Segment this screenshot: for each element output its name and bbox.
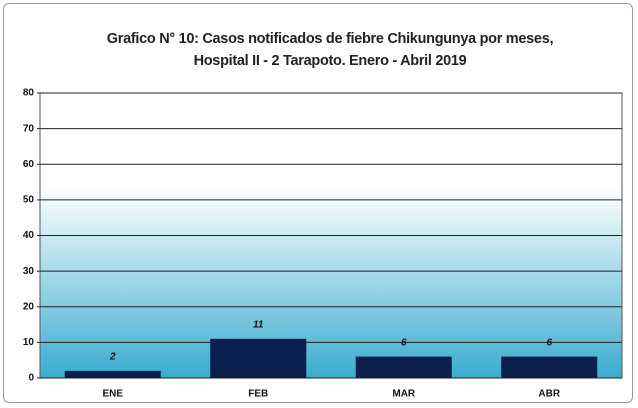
bar (355, 356, 452, 378)
bar (210, 338, 307, 378)
data-label: 6 (546, 337, 552, 348)
y-tick-label: 10 (23, 337, 35, 348)
data-label: 11 (253, 319, 264, 330)
data-label: 2 (109, 352, 116, 363)
chart-title: Grafico N° 10: Casos notificados de fieb… (106, 31, 554, 69)
y-tick-label: 70 (23, 123, 35, 134)
bar (64, 370, 161, 378)
x-tick-label: FEB (248, 389, 268, 400)
x-tick-label: ABR (538, 389, 560, 400)
y-tick-label: 0 (28, 373, 34, 384)
y-tick-label: 30 (23, 266, 35, 277)
x-tick-label: MAR (392, 389, 416, 400)
x-tick-label: ENE (102, 389, 123, 400)
y-tick-label: 60 (23, 159, 35, 170)
bar (501, 356, 598, 378)
y-tick-label: 20 (23, 301, 35, 312)
y-tick-label: 80 (23, 88, 35, 99)
data-label: 6 (401, 337, 407, 348)
y-tick-label: 50 (23, 195, 35, 206)
chart-frame (3, 3, 633, 403)
y-tick-label: 40 (23, 230, 35, 241)
